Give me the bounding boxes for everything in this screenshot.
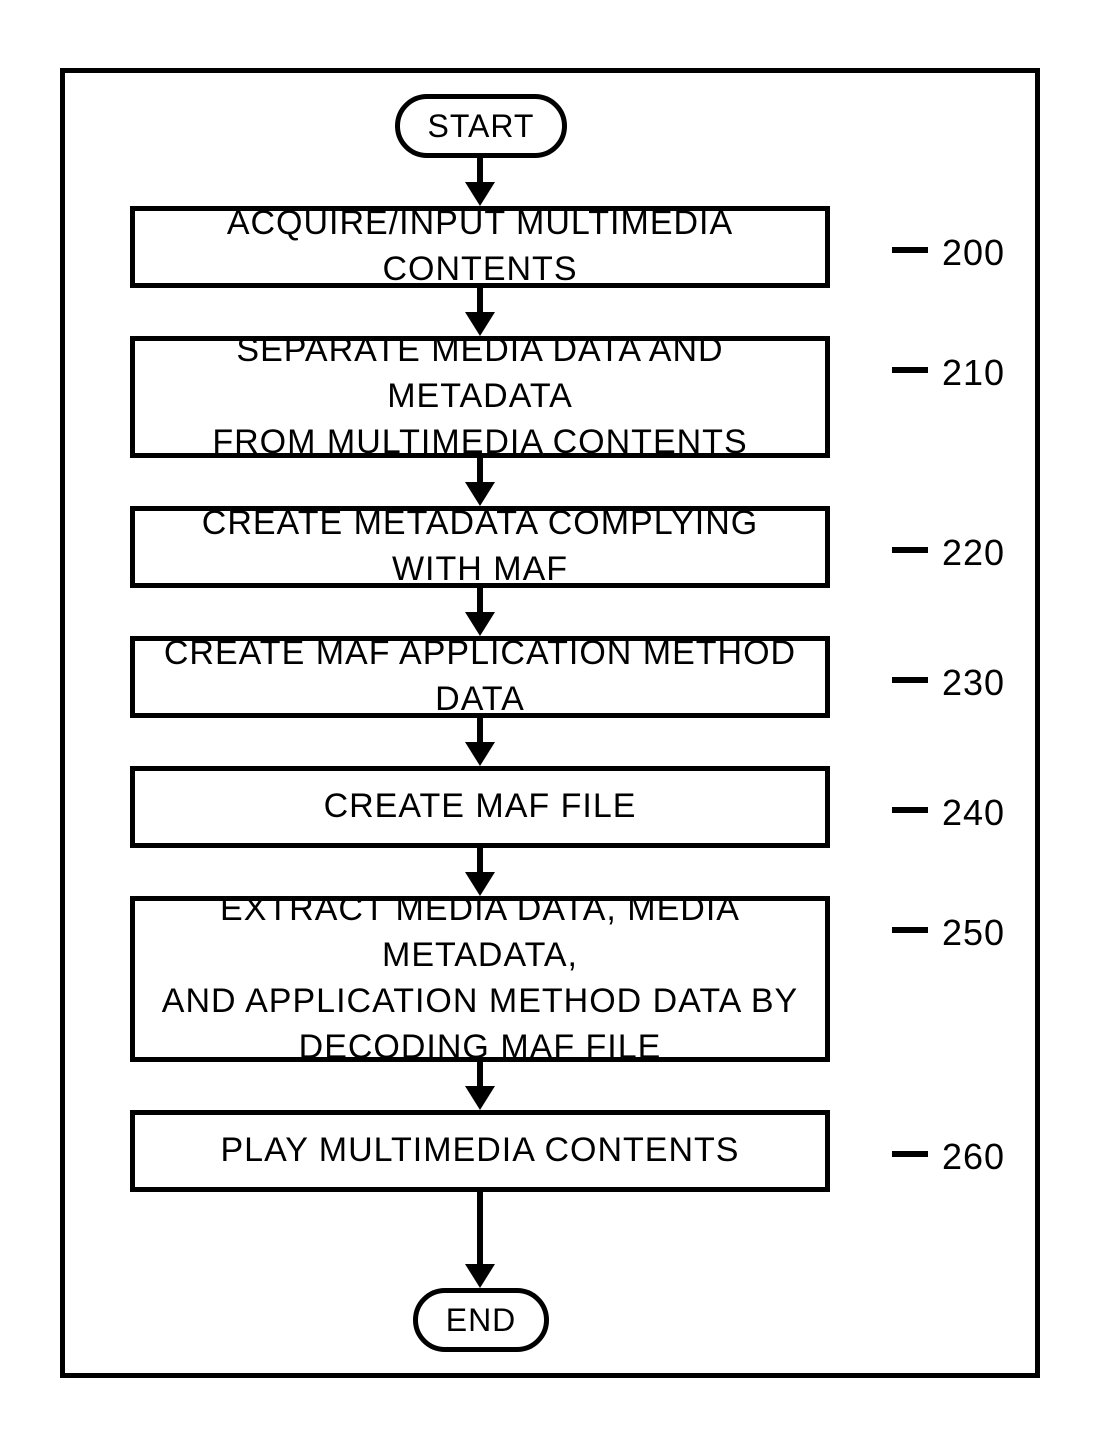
ref-tick bbox=[892, 927, 928, 933]
ref-230: 230 bbox=[942, 662, 1005, 704]
step-200: ACQUIRE/INPUT MULTIMEDIA CONTENTS bbox=[130, 206, 830, 288]
step-250: EXTRACT MEDIA DATA, MEDIA METADATA,AND A… bbox=[130, 896, 830, 1062]
arrow-head-icon bbox=[465, 1086, 495, 1110]
ref-tick bbox=[892, 247, 928, 253]
step-210: SEPARATE MEDIA DATA AND METADATAFROM MUL… bbox=[130, 336, 830, 458]
ref-tick bbox=[892, 807, 928, 813]
arrow bbox=[477, 288, 483, 314]
step-label: SEPARATE MEDIA DATA AND METADATAFROM MUL… bbox=[153, 328, 807, 466]
arrow bbox=[477, 458, 483, 484]
step-230: CREATE MAF APPLICATION METHOD DATA bbox=[130, 636, 830, 718]
arrow bbox=[477, 848, 483, 874]
arrow bbox=[477, 718, 483, 744]
end-label: END bbox=[446, 1302, 517, 1339]
step-label: EXTRACT MEDIA DATA, MEDIA METADATA,AND A… bbox=[153, 887, 807, 1071]
ref-tick bbox=[892, 677, 928, 683]
ref-210: 210 bbox=[942, 352, 1005, 394]
arrow bbox=[477, 588, 483, 614]
ref-200: 200 bbox=[942, 232, 1005, 274]
arrow bbox=[477, 1192, 483, 1266]
step-label: PLAY MULTIMEDIA CONTENTS bbox=[221, 1128, 740, 1174]
ref-250: 250 bbox=[942, 912, 1005, 954]
arrow-head-icon bbox=[465, 482, 495, 506]
step-label: ACQUIRE/INPUT MULTIMEDIA CONTENTS bbox=[153, 201, 807, 293]
ref-260: 260 bbox=[942, 1136, 1005, 1178]
arrow-head-icon bbox=[465, 312, 495, 336]
arrow-head-icon bbox=[465, 742, 495, 766]
arrow bbox=[477, 158, 483, 184]
ref-tick bbox=[892, 1151, 928, 1157]
arrow-head-icon bbox=[465, 1264, 495, 1288]
flowchart-canvas: START END ACQUIRE/INPUT MULTIMEDIA CONTE… bbox=[0, 0, 1104, 1445]
arrow bbox=[477, 1062, 483, 1088]
start-label: START bbox=[428, 108, 535, 145]
start-terminator: START bbox=[395, 94, 567, 158]
arrow-head-icon bbox=[465, 872, 495, 896]
arrow-head-icon bbox=[465, 182, 495, 206]
ref-tick bbox=[892, 547, 928, 553]
end-terminator: END bbox=[413, 1288, 549, 1352]
arrow-head-icon bbox=[465, 612, 495, 636]
step-label: CREATE METADATA COMPLYING WITH MAF bbox=[153, 501, 807, 593]
step-240: CREATE MAF FILE bbox=[130, 766, 830, 848]
ref-240: 240 bbox=[942, 792, 1005, 834]
step-label: CREATE MAF FILE bbox=[324, 784, 637, 830]
step-260: PLAY MULTIMEDIA CONTENTS bbox=[130, 1110, 830, 1192]
step-220: CREATE METADATA COMPLYING WITH MAF bbox=[130, 506, 830, 588]
step-label: CREATE MAF APPLICATION METHOD DATA bbox=[153, 631, 807, 723]
ref-220: 220 bbox=[942, 532, 1005, 574]
ref-tick bbox=[892, 367, 928, 373]
